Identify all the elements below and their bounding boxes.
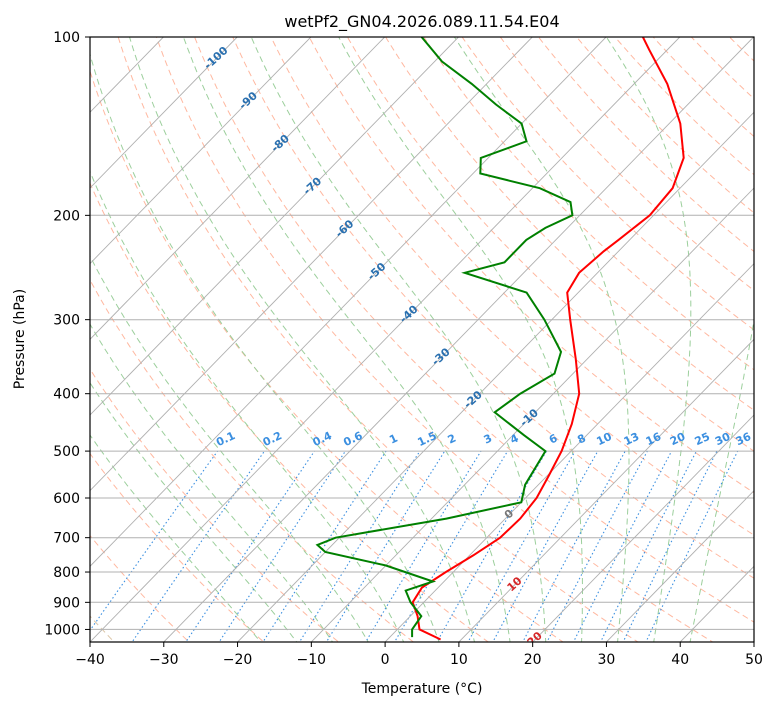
mixing-ratio-line	[393, 450, 509, 642]
dry-adiabat-line	[90, 279, 415, 642]
y-tick-label: 600	[53, 491, 80, 507]
dry-adiabat-line	[652, 37, 754, 138]
mixing-ratio-label: 10	[595, 430, 615, 448]
moist-adiabat-line	[453, 37, 630, 642]
y-tick-label: 500	[53, 444, 80, 460]
mixing-ratio-label: 36	[734, 430, 754, 448]
y-tick-label: 200	[53, 208, 80, 224]
mixing-ratio-line	[645, 450, 739, 642]
mixing-ratio-label: 13	[622, 430, 641, 448]
dry-adiabat-line	[232, 37, 754, 579]
mixing-ratio-line	[622, 450, 718, 642]
isotherm-line	[532, 414, 754, 642]
x-tick-label: −10	[297, 652, 327, 668]
plot-frame	[89, 36, 755, 643]
mixing-ratio-label: 16	[644, 430, 664, 448]
isotherm-line	[90, 37, 533, 492]
y-tick-label: 1000	[44, 622, 80, 638]
isotherm-line	[90, 37, 238, 189]
y-tick-label: 700	[53, 531, 80, 547]
dry-adiabat-line	[90, 452, 265, 642]
dry-adiabat-line	[385, 37, 754, 411]
mixing-ratio-line	[185, 450, 315, 642]
x-tick-label: 20	[524, 652, 542, 668]
moist-adiabat-line	[689, 318, 754, 642]
mixing-ratio-line	[131, 450, 265, 642]
dry-adiabat-line	[308, 37, 754, 494]
isotherm-line	[90, 37, 607, 567]
dry-adiabat-line	[194, 37, 754, 623]
isotherm-line	[90, 37, 312, 265]
dewpoint-profile-line	[315, 37, 574, 638]
mixing-ratio-label: 25	[693, 430, 712, 448]
moist-adiabat-line	[250, 37, 547, 642]
y-axis-label: Pressure (hPa)	[12, 289, 28, 389]
x-tick-label: −20	[223, 652, 253, 668]
dry-adiabat-line	[576, 37, 754, 214]
isotherm-line	[606, 489, 754, 642]
mixing-ratio-line	[600, 450, 697, 642]
dry-adiabat-line	[155, 37, 714, 642]
x-tick-label: 0	[381, 652, 390, 668]
mixing-ratio-line	[365, 450, 482, 642]
moist-adiabat-line	[338, 37, 583, 642]
mixing-ratio-line	[262, 450, 387, 642]
isotherm-line	[90, 37, 386, 340]
isotherm-line	[310, 187, 754, 642]
isotherm-line	[90, 37, 681, 642]
mixing-ratio-label: 20	[668, 430, 688, 448]
dry-adiabat-line	[614, 37, 754, 176]
moist-adiabat-line	[605, 37, 692, 642]
y-tick-label: 400	[53, 387, 80, 403]
chart-title: wetPf2_GN04.2026.089.11.54.E04	[284, 12, 559, 32]
x-tick-label: −40	[75, 652, 105, 668]
mixing-ratio-label: 30	[713, 430, 733, 448]
x-axis-label: Temperature (°C)	[361, 681, 483, 697]
x-tick-label: 10	[450, 652, 468, 668]
moist-adiabat-line	[90, 323, 334, 642]
y-tick-label: 900	[53, 595, 80, 611]
mixing-ratio-line	[436, 450, 547, 642]
x-tick-label: 50	[745, 652, 763, 668]
dry-adiabat-line	[90, 534, 190, 642]
x-tick-label: −30	[149, 652, 179, 668]
dry-adiabat-line	[270, 37, 754, 536]
isotherm-line	[90, 37, 459, 416]
isotherm-line	[237, 111, 754, 642]
dry-adiabat-line	[423, 37, 754, 371]
mixing-ratio-line	[492, 450, 599, 642]
dry-adiabat-line	[537, 37, 754, 253]
y-tick-label: 300	[53, 313, 80, 329]
moist-adiabat-line	[129, 37, 476, 642]
isotherm-line	[163, 37, 754, 642]
dry-adiabat-line	[90, 69, 564, 642]
mixing-ratio-line	[90, 450, 219, 632]
y-tick-label: 100	[53, 30, 80, 46]
x-tick-label: 30	[598, 652, 616, 668]
isotherm-line	[384, 262, 754, 642]
mixing-ratio-line	[218, 450, 346, 642]
dry-adiabat-line	[117, 37, 639, 642]
dry-adiabat-line	[90, 182, 490, 642]
moist-adiabat-line	[90, 52, 440, 642]
x-tick-label: 40	[671, 652, 689, 668]
y-tick-label: 800	[53, 565, 80, 581]
